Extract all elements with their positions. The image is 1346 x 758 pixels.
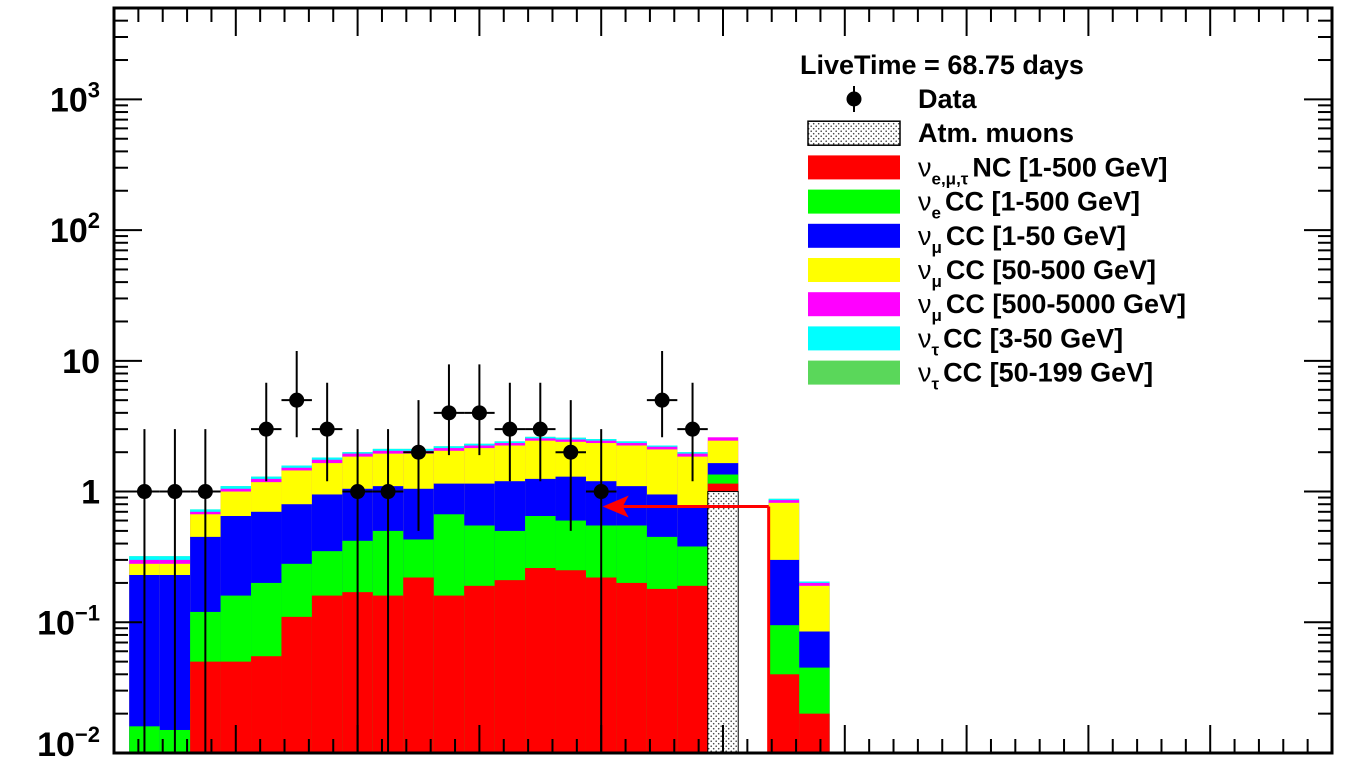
bar-segment (525, 568, 556, 753)
legend: LiveTime = 68.75 days Data Atm. muons νe,μ… (800, 50, 1186, 394)
data-point (502, 421, 518, 437)
y-tick-label: 103 (50, 77, 100, 119)
data-point (258, 421, 274, 437)
legend-label: ντ CC [50-199 GeV] (918, 358, 1153, 394)
bar-segment (251, 656, 282, 753)
bar-segment (281, 616, 312, 753)
bar-segment (555, 570, 586, 753)
legend-swatch (808, 189, 900, 214)
bar-segment (311, 595, 343, 753)
data-point (411, 444, 426, 460)
legend-label: νμ CC [50-500 GeV] (918, 255, 1156, 291)
bar-segment (799, 713, 830, 753)
data-point (563, 444, 579, 460)
legend-swatch (808, 223, 900, 248)
data-point (380, 484, 396, 500)
legend-swatch (808, 360, 900, 385)
axis-ticks (113, 7, 1333, 754)
legend-label: ντ CC [3-50 GeV] (918, 323, 1123, 359)
legend-label: νμ CC [500-5000 GeV] (918, 289, 1186, 325)
data-point (654, 392, 670, 408)
bar-segment (677, 585, 708, 753)
stacked-bars (129, 436, 830, 753)
data-point (167, 484, 183, 500)
y-tick-label: 102 (50, 208, 100, 250)
bar-segment (768, 674, 800, 753)
data-point (319, 421, 335, 437)
y-tick-label: 10 (62, 343, 100, 381)
cut-arrow-head (602, 495, 629, 518)
legend-swatch (808, 326, 900, 351)
bar-segment (494, 580, 526, 753)
data-point (350, 484, 366, 500)
legend-swatch (808, 258, 900, 282)
data-point (593, 484, 609, 500)
y-tick-label: 1 (81, 474, 100, 512)
data-point (685, 421, 701, 437)
data-points (129, 350, 708, 753)
legend-label: Atm. muons (918, 118, 1074, 148)
cut-arrow (602, 495, 771, 753)
legend-swatch (807, 120, 901, 146)
legend-label: νμ CC [1-50 GeV] (918, 221, 1126, 257)
data-point (471, 405, 487, 421)
bar-segment (433, 595, 465, 753)
data-point (441, 405, 457, 421)
data-point (197, 484, 213, 500)
legend-label: νe CC [1-500 GeV] (918, 187, 1140, 223)
atm-muon-bar (707, 491, 739, 753)
legend-title: LiveTime = 68.75 days (800, 50, 1084, 80)
bar-segment (403, 577, 434, 753)
legend-swatch (808, 292, 900, 317)
legend-marker (846, 91, 862, 107)
legend-label: νe,μ,τ NC [1-500 GeV] (918, 152, 1167, 188)
bar-segment (646, 588, 678, 753)
bar-segment (616, 582, 647, 753)
data-point (532, 421, 548, 437)
legend-swatch (808, 155, 900, 180)
data-point (289, 392, 305, 408)
legend-label: Data (918, 84, 978, 114)
y-tick-label: 10−1 (37, 600, 100, 642)
data-point (136, 484, 152, 500)
y-tick-label: 10−2 (37, 722, 100, 758)
